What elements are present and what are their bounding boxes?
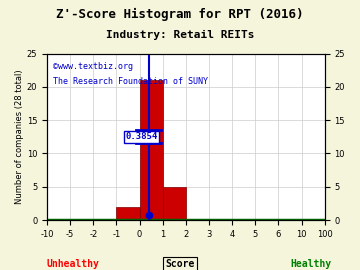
Text: Healthy: Healthy xyxy=(290,259,331,269)
Bar xyxy=(140,80,163,220)
Text: Score: Score xyxy=(165,259,195,269)
Text: Unhealthy: Unhealthy xyxy=(47,259,100,269)
Bar xyxy=(116,207,140,220)
Y-axis label: Number of companies (28 total): Number of companies (28 total) xyxy=(15,70,24,204)
Text: Industry: Retail REITs: Industry: Retail REITs xyxy=(106,30,254,40)
Text: 0.3854: 0.3854 xyxy=(125,132,158,141)
Text: Z'-Score Histogram for RPT (2016): Z'-Score Histogram for RPT (2016) xyxy=(56,8,304,21)
Text: ©www.textbiz.org: ©www.textbiz.org xyxy=(53,62,132,71)
Text: The Research Foundation of SUNY: The Research Foundation of SUNY xyxy=(53,77,208,86)
Bar xyxy=(163,187,186,220)
